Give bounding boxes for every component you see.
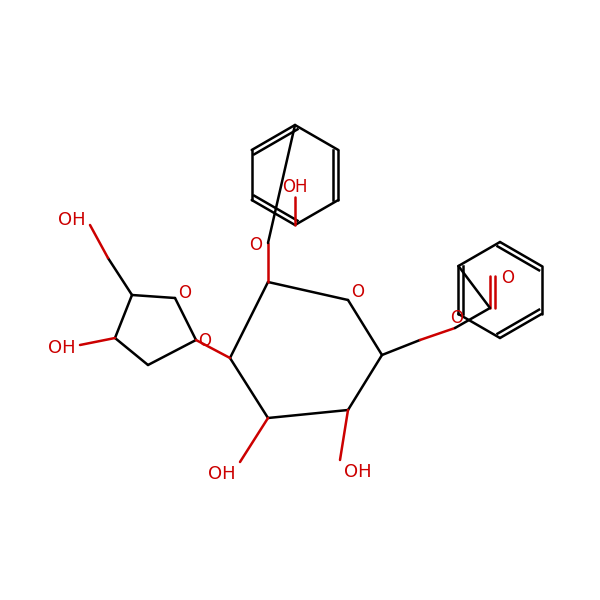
Text: OH: OH xyxy=(58,211,86,229)
Text: O: O xyxy=(502,269,515,287)
Text: O: O xyxy=(352,283,365,301)
Text: O: O xyxy=(179,284,191,302)
Text: OH: OH xyxy=(208,465,236,483)
Text: OH: OH xyxy=(344,463,372,481)
Text: O: O xyxy=(199,332,212,350)
Text: O: O xyxy=(451,309,464,327)
Text: O: O xyxy=(250,236,263,254)
Text: OH: OH xyxy=(282,178,308,196)
Text: OH: OH xyxy=(48,339,76,357)
